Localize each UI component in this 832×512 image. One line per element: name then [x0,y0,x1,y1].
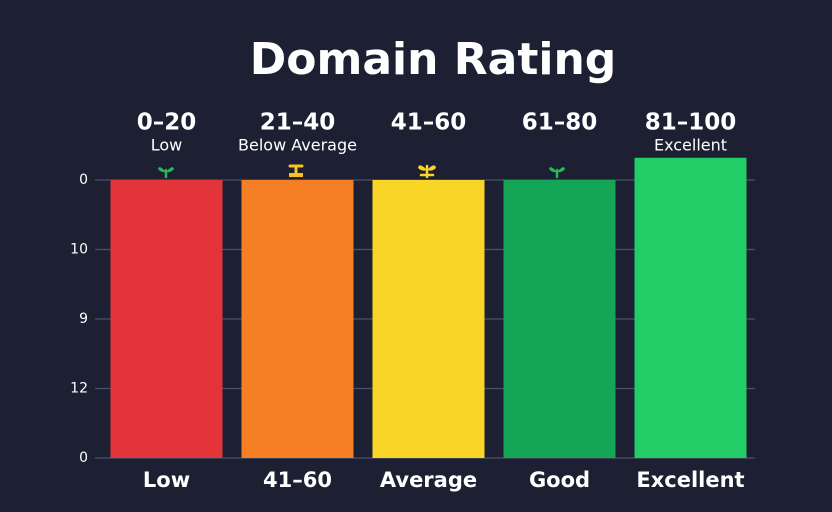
sprout-icon [288,164,304,177]
chart-title: Domain Rating [250,34,617,85]
x-tick-label: 41–60 [263,468,332,492]
sprout-icon [418,164,436,179]
bar [110,180,223,458]
range-label: 21–40 [260,110,336,136]
x-tick-label: Excellent [636,468,744,492]
y-tick-label: 9 [79,311,88,327]
range-note: Low [151,136,183,155]
bar [241,180,354,458]
y-tick-label: 0 [79,450,88,466]
y-tick-label: 12 [70,381,88,397]
range-note: Below Average [238,136,357,155]
x-tick-label: Low [143,468,190,492]
y-tick-label: 0 [79,172,88,188]
x-tick-label: Good [529,468,590,492]
sprout-icon [158,167,174,179]
bar [372,180,485,458]
range-label: 81–100 [645,110,737,136]
bar [503,180,616,458]
x-tick-label: Average [380,468,477,492]
bar [634,157,747,458]
sprout-icon [549,167,565,179]
range-label: 41–60 [391,110,467,136]
y-tick-label: 10 [70,242,88,258]
range-label: 0–20 [137,110,197,136]
icons [158,164,565,179]
range-label: 61–80 [522,110,598,136]
range-note: Excellent [654,136,727,155]
